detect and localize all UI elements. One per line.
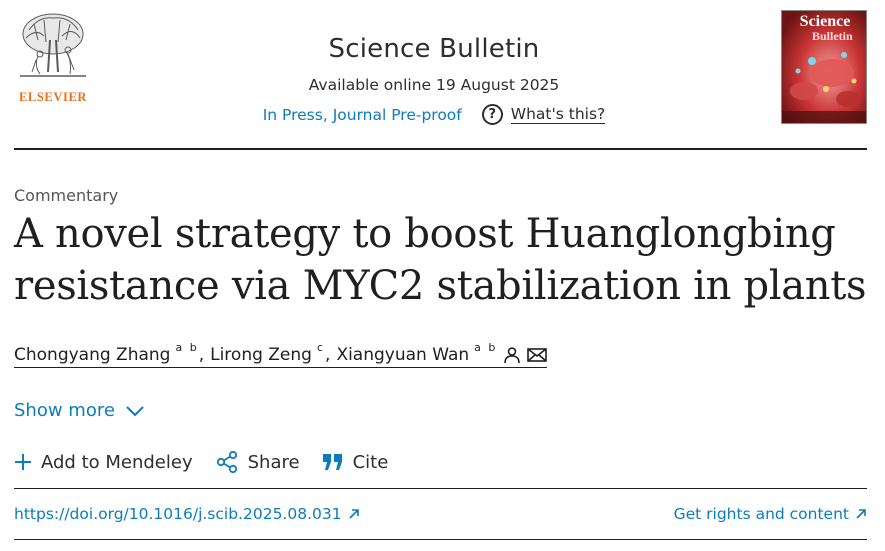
journal-cover[interactable]: Science Bulletin — [781, 10, 867, 124]
envelope-icon[interactable] — [527, 347, 548, 363]
external-link-icon — [856, 509, 866, 519]
article-type: Commentary — [14, 186, 119, 205]
publication-status: In Press, Journal Pre-proof ? What's thi… — [214, 104, 654, 125]
doi-link[interactable]: https://doi.org/10.1016/j.scib.2025.08.0… — [14, 505, 360, 523]
availability-date: Available online 19 August 2025 — [308, 76, 560, 94]
author-3[interactable]: Xiangyuan Wan a b — [336, 341, 497, 365]
whats-this-button[interactable]: ? What's this? — [481, 104, 606, 125]
external-link-icon — [349, 509, 359, 519]
cite-button[interactable]: Cite — [322, 451, 389, 473]
plus-icon — [15, 454, 31, 470]
author-affiliation: c — [316, 341, 326, 354]
share-icon — [216, 450, 237, 474]
author-2[interactable]: Lirong Zeng c — [210, 341, 325, 365]
doi-bar: https://doi.org/10.1016/j.scib.2025.08.0… — [14, 488, 867, 540]
journal-info: Science Bulletin Available online 19 Aug… — [214, 34, 654, 125]
chevron-down-icon — [126, 405, 144, 416]
article-header: ELSEVIER Science Bulletin Available onli… — [14, 0, 867, 150]
person-icon[interactable] — [503, 346, 521, 364]
in-press-link[interactable]: In Press, Journal Pre-proof — [262, 105, 462, 124]
elsevier-tree-logo-icon — [14, 10, 92, 80]
author-affiliation: a b — [175, 341, 199, 354]
author-name: Chongyang Zhang — [14, 345, 171, 365]
show-more-label: Show more — [14, 400, 115, 421]
question-icon: ? — [481, 104, 503, 125]
doi-text: https://doi.org/10.1016/j.scib.2025.08.0… — [14, 505, 342, 523]
elsevier-logo[interactable]: ELSEVIER — [14, 10, 92, 104]
article-actions: Add to Mendeley Share Cite — [14, 450, 388, 474]
share-button[interactable]: Share — [215, 450, 300, 474]
add-to-mendeley-label: Add to Mendeley — [41, 451, 193, 473]
author-list: Chongyang Zhang a b , Lirong Zeng c , Xi… — [14, 341, 548, 368]
author-1[interactable]: Chongyang Zhang a b — [14, 341, 199, 365]
cover-artwork-icon — [782, 11, 866, 123]
cover-title: Science — [799, 13, 851, 30]
quote-icon — [322, 454, 342, 470]
article-title: A novel strategy to boost Huanglongbing … — [14, 211, 867, 309]
rights-text: Get rights and content — [673, 505, 849, 523]
cover-subtitle: Bulletin — [812, 29, 853, 43]
corresponding-author-icons — [503, 346, 548, 364]
author-name: Lirong Zeng — [210, 345, 312, 365]
journal-title[interactable]: Science Bulletin — [328, 34, 540, 64]
rights-link[interactable]: Get rights and content — [674, 505, 867, 523]
show-more-button[interactable]: Show more — [14, 400, 145, 421]
add-to-mendeley-button[interactable]: Add to Mendeley — [14, 452, 193, 473]
whats-this-label: What's this? — [510, 105, 606, 124]
author-name: Xiangyuan Wan — [336, 345, 470, 365]
publisher-name: ELSEVIER — [18, 90, 88, 104]
share-label: Share — [247, 451, 300, 473]
author-affiliation: a b — [474, 341, 498, 354]
author-separator: , — [325, 345, 331, 365]
cite-label: Cite — [352, 451, 389, 473]
author-separator: , — [198, 345, 205, 365]
